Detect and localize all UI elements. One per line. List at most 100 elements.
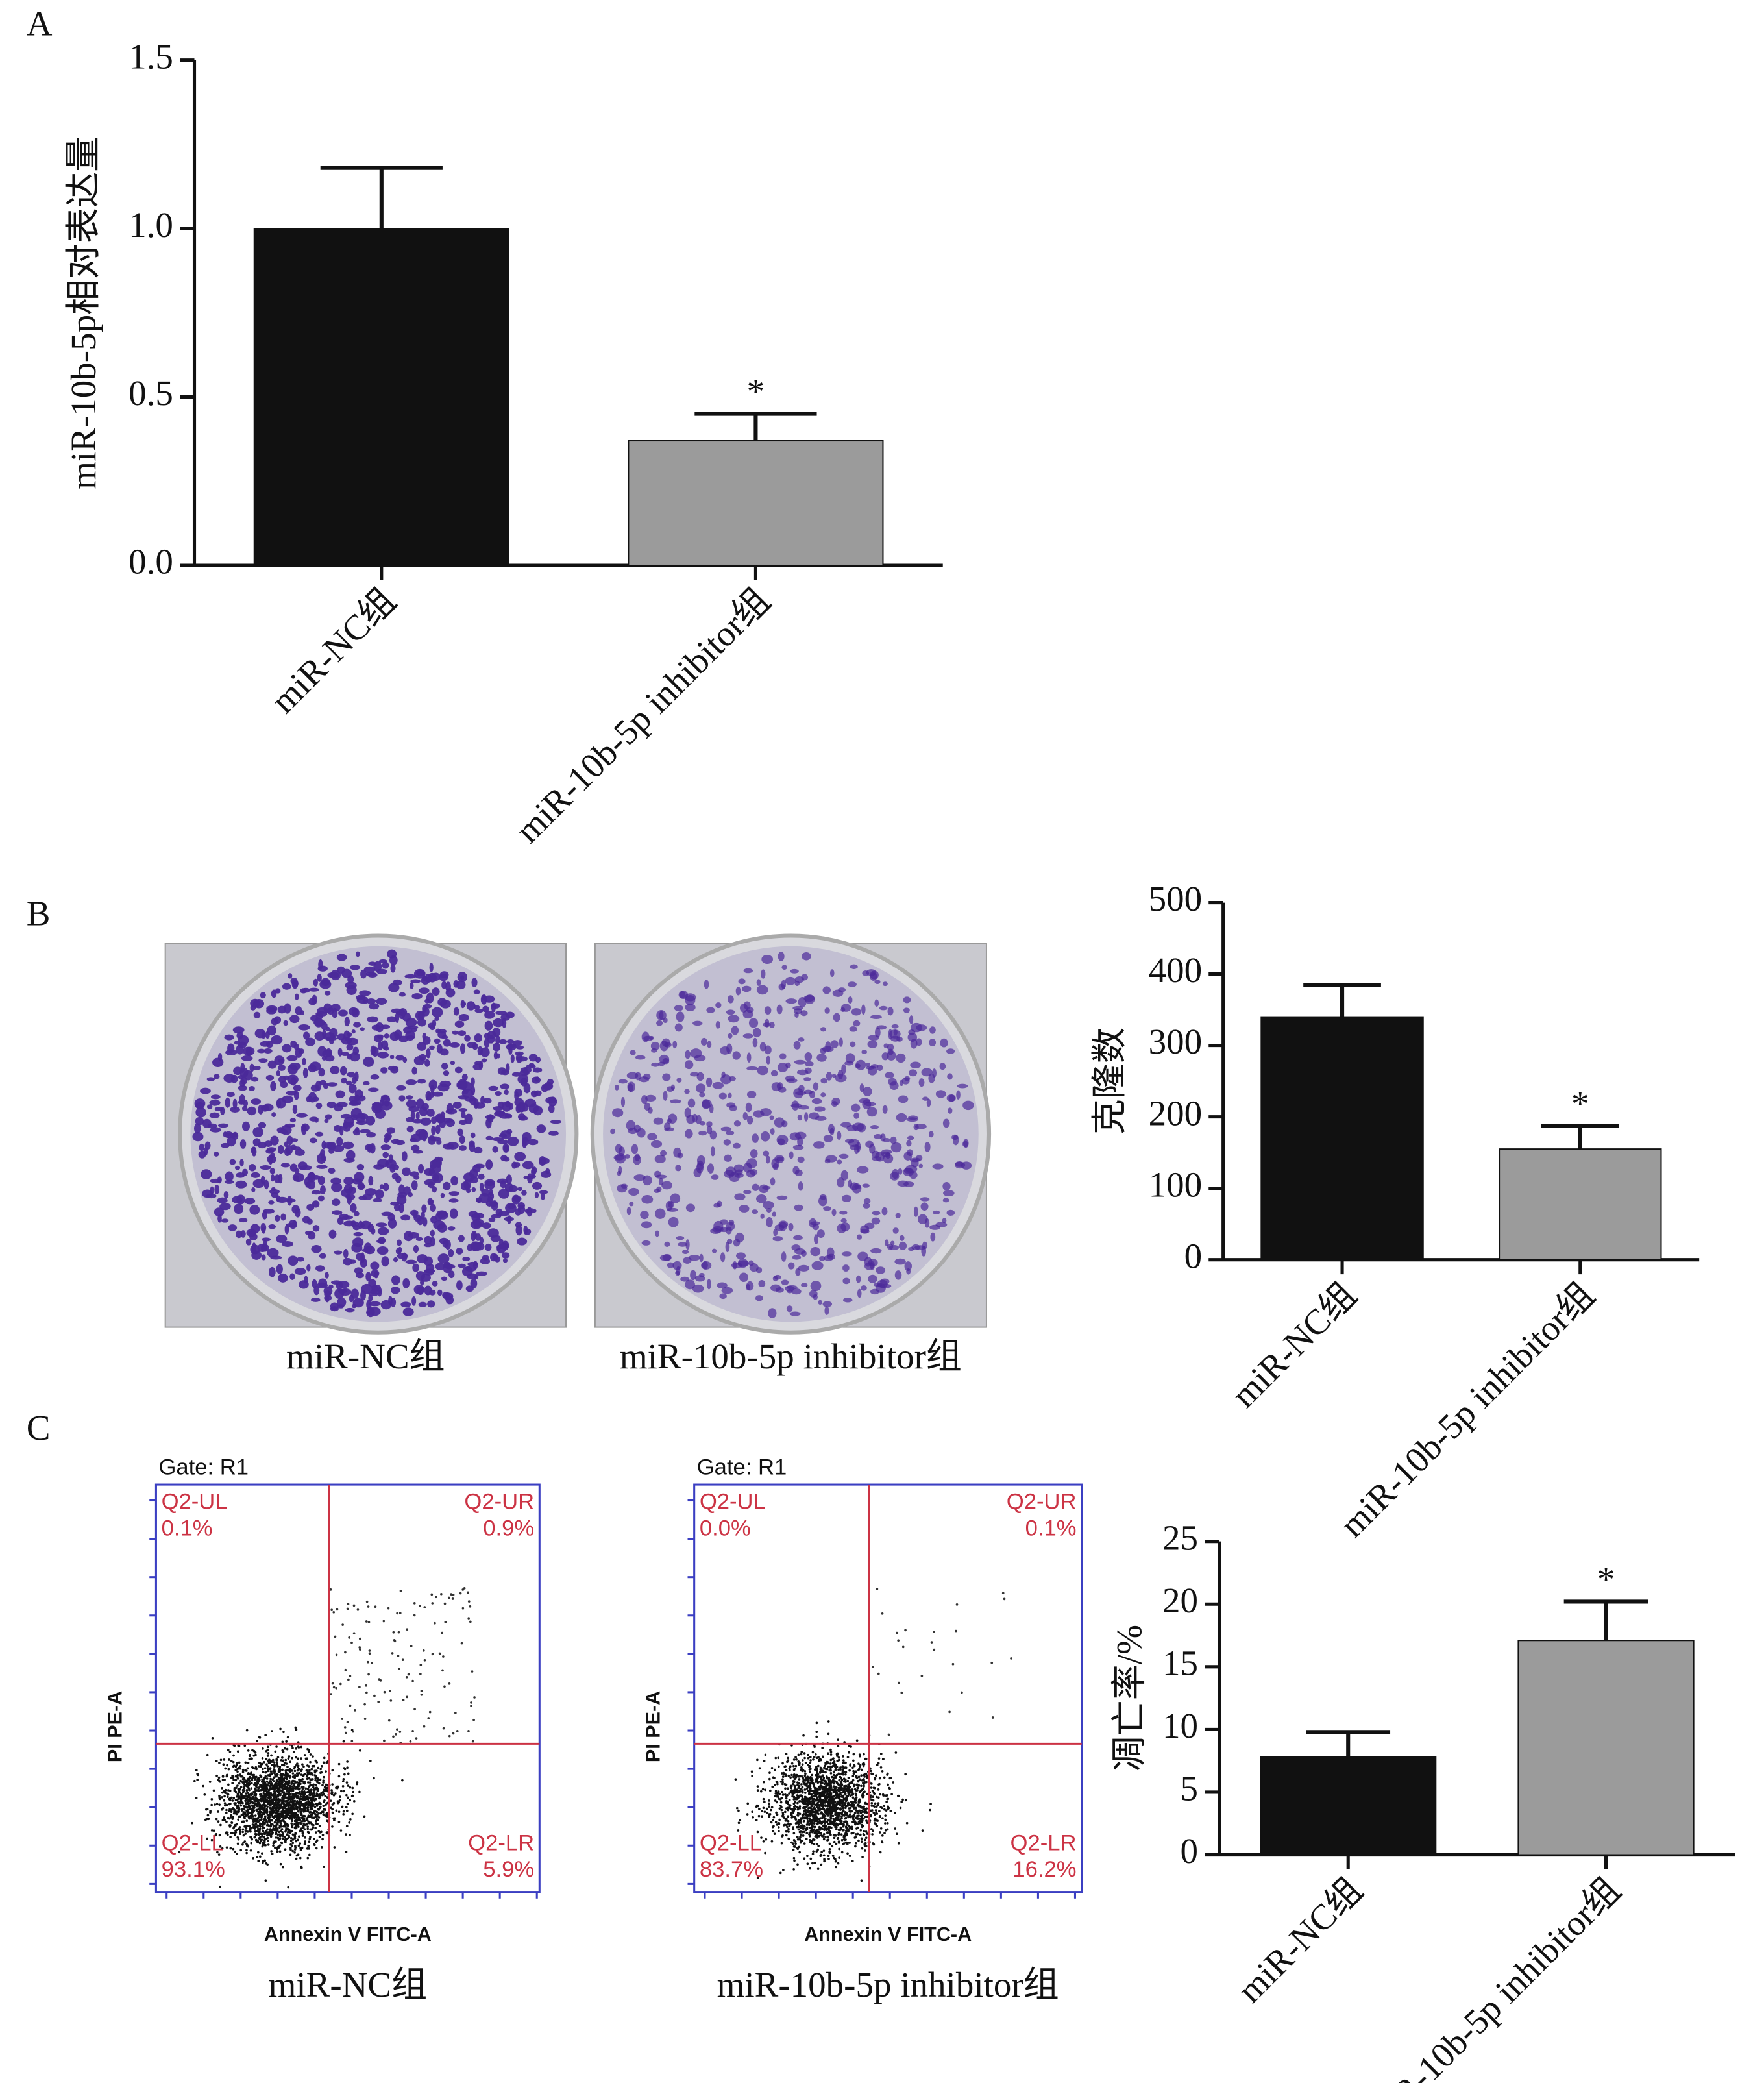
event-dot (331, 1811, 334, 1814)
colony (631, 1144, 639, 1155)
event-dot (312, 1823, 315, 1827)
event-dot (321, 1833, 325, 1836)
event-dot (781, 1782, 784, 1786)
y-tick-label: 0.0 (129, 542, 173, 582)
event-dot (286, 1747, 289, 1751)
event-dot (351, 1730, 354, 1733)
colony (885, 1239, 889, 1246)
event-dot (288, 1830, 291, 1833)
event-dot (272, 1764, 275, 1767)
event-dot (454, 1712, 457, 1714)
colony (826, 1247, 835, 1258)
colony (700, 1037, 707, 1046)
event-dot (442, 1655, 445, 1658)
event-dot (266, 1768, 269, 1771)
event-dot (224, 1767, 227, 1770)
event-dot (272, 1842, 275, 1845)
event-dot (261, 1823, 264, 1826)
colony (882, 1105, 888, 1114)
event-dot (232, 1812, 236, 1815)
colony (431, 1116, 437, 1124)
event-dot (854, 1842, 857, 1845)
colony (413, 1245, 419, 1253)
event-dot (275, 1784, 278, 1787)
colony (749, 1263, 759, 1272)
event-dot (284, 1769, 287, 1772)
colony (410, 1171, 419, 1177)
colony (448, 1264, 454, 1268)
plot-frame (154, 1483, 541, 1893)
colony (337, 1288, 348, 1294)
colony (284, 1141, 289, 1148)
colony (411, 1296, 417, 1306)
event-dot (260, 1784, 263, 1787)
colony (366, 998, 376, 1004)
colony (856, 1234, 863, 1240)
colony (472, 1063, 483, 1070)
event-dot (275, 1808, 277, 1812)
event-dot (289, 1787, 291, 1790)
event-dot (279, 1862, 282, 1866)
event-dot (310, 1778, 312, 1781)
event-dot (210, 1803, 213, 1806)
colony (501, 1069, 509, 1076)
colony (645, 1094, 657, 1102)
event-dot (247, 1762, 250, 1764)
colony (830, 1040, 839, 1048)
colony (630, 1050, 636, 1055)
event-dot (302, 1826, 305, 1829)
colony (341, 1078, 347, 1084)
event-dot (275, 1832, 278, 1835)
colony (482, 1222, 492, 1229)
colony (840, 1170, 848, 1181)
colony (930, 1232, 936, 1242)
event-dot (310, 1768, 313, 1771)
colony (903, 1007, 910, 1013)
colony (673, 1147, 682, 1158)
event-dot (257, 1833, 260, 1836)
colony (776, 1287, 784, 1293)
event-dot (289, 1760, 292, 1764)
colony (797, 1137, 803, 1147)
colony (809, 1091, 816, 1099)
colony (448, 1191, 460, 1196)
colony (258, 1105, 264, 1115)
colony (891, 1024, 899, 1029)
colony (271, 1112, 276, 1117)
event-dot (297, 1768, 300, 1770)
event-dot (472, 1718, 475, 1721)
colony (933, 1210, 940, 1215)
colony (295, 1148, 305, 1156)
event-dot (297, 1844, 300, 1847)
event-dot (794, 1818, 798, 1821)
y-tick-label: 20 (1162, 1581, 1198, 1620)
event-dot (851, 1796, 855, 1799)
colony (811, 1098, 822, 1105)
colony (426, 1048, 431, 1059)
event-dot (234, 1829, 237, 1832)
colony (382, 1152, 389, 1159)
colony (684, 1089, 690, 1094)
event-dot (219, 1845, 222, 1848)
colony (360, 1129, 371, 1133)
colony (195, 1116, 204, 1126)
colony (416, 1286, 424, 1296)
event-dot (318, 1782, 321, 1785)
event-dot (401, 1658, 404, 1662)
colony (920, 1202, 929, 1211)
colony (750, 1149, 758, 1159)
event-dot (398, 1612, 402, 1614)
colony (195, 1107, 206, 1118)
colony (351, 1007, 360, 1018)
event-dot (231, 1818, 234, 1820)
colony (528, 1063, 535, 1068)
colony (235, 1180, 247, 1189)
event-dot (306, 1781, 310, 1784)
event-dot (202, 1784, 205, 1788)
colony (331, 1182, 343, 1192)
event-dot (324, 1794, 327, 1797)
colony (429, 963, 434, 972)
event-dot (331, 1803, 334, 1806)
colony (374, 1108, 386, 1119)
colony (239, 1218, 248, 1223)
